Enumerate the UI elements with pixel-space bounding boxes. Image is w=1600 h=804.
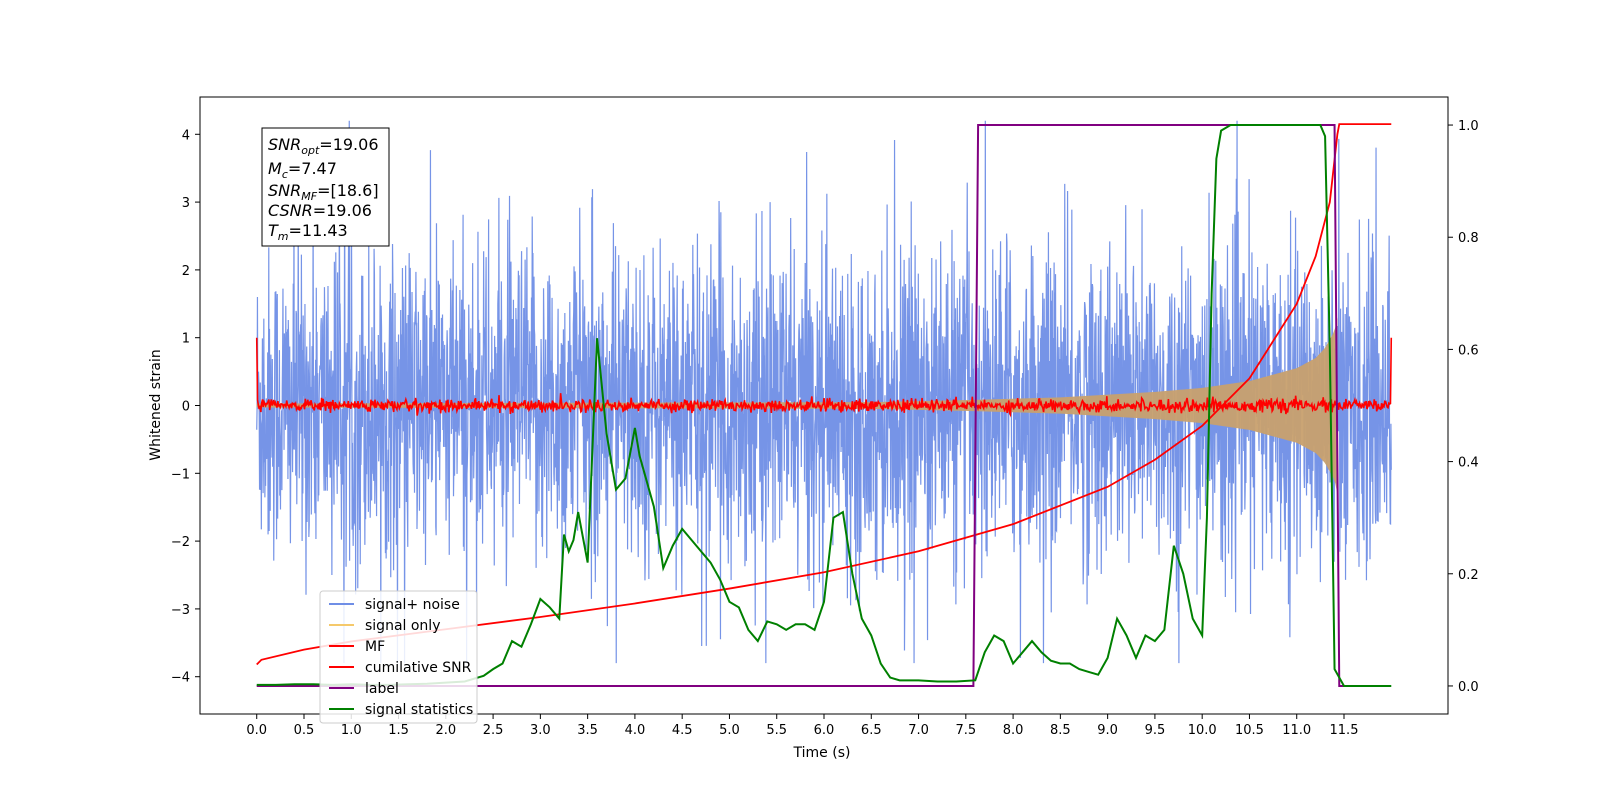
legend: signal+ noise signal only MF cumilative SNR… [319, 590, 478, 724]
series-mf-line [255, 337, 1393, 418]
x-tick-label: 3.5 [577, 723, 598, 738]
annotation-snr-mf-value: =[18.6] [317, 181, 379, 200]
y-tick-label: −2 [171, 535, 190, 550]
annotation-mc-value: =7.47 [288, 159, 337, 178]
y2-tick-label: 0.0 [1458, 680, 1479, 695]
annotation-snr-opt: SNRopt=19.06 [268, 135, 379, 157]
annotation-tm-base: T [268, 221, 279, 240]
x-tick-label: 10.5 [1235, 723, 1264, 738]
x-axis-label: Time (s) [793, 745, 851, 761]
legend-label: signal only [365, 618, 440, 634]
annotation-snr-mf-sub: MF [301, 190, 317, 203]
x-tick-label: 4.0 [625, 723, 646, 738]
annotation-tm-sub: m [278, 230, 289, 243]
legend-label: signal statistics [365, 702, 473, 718]
annotation-csnr-base: CSNR [268, 201, 313, 220]
x-tick-label: 6.0 [814, 723, 835, 738]
y-axis-right: 0.0 0.2 0.4 0.6 0.8 1.0 [1448, 119, 1479, 695]
annotation-snr-mf: SNRMF=[18.6] [268, 181, 379, 203]
series-label-line [256, 124, 1344, 687]
series-signal-noise-line [256, 120, 1392, 664]
x-tick-label: 9.0 [1097, 723, 1118, 738]
x-tick-label: 0.0 [246, 723, 267, 738]
x-tick-label: 11.0 [1282, 723, 1311, 738]
y2-tick-label: 0.8 [1458, 231, 1479, 246]
annotation-snr-opt-value: =19.06 [319, 135, 378, 154]
annotation-snr-mf-base: SNR [268, 181, 301, 200]
x-tick-label: 9.5 [1145, 723, 1166, 738]
x-tick-label: 1.0 [341, 723, 362, 738]
legend-frame [319, 590, 478, 724]
legend-label: cumilative SNR [365, 660, 472, 676]
legend-label: signal+ noise [365, 597, 460, 613]
x-tick-label: 3.0 [530, 723, 551, 738]
annotation-mc: Mc=7.47 [268, 159, 337, 181]
annotation-snr-opt-sub: opt [301, 144, 320, 157]
y-tick-label: −3 [171, 603, 190, 618]
x-tick-label: 7.0 [908, 723, 929, 738]
x-tick-label: 10.0 [1188, 723, 1217, 738]
x-axis: 0.0 0.5 1.0 1.5 2.0 2.5 3.0 3.5 4.0 4.5 5.0 5.5 6.0 6… [246, 714, 1358, 738]
x-tick-label: 0.5 [294, 723, 315, 738]
y-axis-label: Whitened strain [148, 349, 164, 460]
y2-tick-label: 1.0 [1458, 119, 1479, 134]
y-tick-label: 1 [182, 332, 190, 347]
x-tick-label: 4.5 [672, 723, 693, 738]
annotation-tm: Tm=11.43 [268, 221, 348, 243]
x-tick-label: 8.5 [1050, 723, 1071, 738]
annotation-csnr: CSNR=19.06 [268, 201, 372, 220]
series-signal-statistics-line [256, 124, 1392, 687]
legend-label: label [365, 681, 399, 697]
x-tick-label: 5.5 [766, 723, 787, 738]
x-tick-label: 1.5 [388, 723, 409, 738]
x-tick-label: 8.0 [1003, 723, 1024, 738]
annotation-snr-opt-base: SNR [268, 135, 301, 154]
y-tick-label: 4 [182, 128, 190, 143]
annotation-box: SNRopt=19.06 Mc=7.47 SNRMF=[18.6] CSNR=1… [261, 127, 390, 247]
x-tick-label: 5.0 [719, 723, 740, 738]
y-tick-label: 3 [182, 196, 190, 211]
y2-tick-label: 0.2 [1458, 568, 1479, 583]
x-tick-label: 7.5 [955, 723, 976, 738]
annotation-mc-sub: c [282, 168, 288, 181]
y-tick-label: 0 [182, 400, 190, 415]
y2-tick-label: 0.6 [1458, 343, 1479, 358]
annotation-mc-base: M [268, 159, 282, 178]
annotation-frame [261, 127, 390, 247]
annotation-csnr-value: =19.06 [313, 201, 372, 220]
x-tick-label: 2.0 [435, 723, 456, 738]
y2-tick-label: 0.4 [1458, 456, 1479, 471]
legend-label: MF [365, 639, 385, 655]
y-axis-left: −4 −3 −2 −1 0 1 2 3 4 [171, 128, 200, 686]
x-tick-label: 2.5 [483, 723, 504, 738]
x-tick-label: 6.5 [861, 723, 882, 738]
x-tick-label: 11.5 [1330, 723, 1359, 738]
y-tick-label: −1 [171, 467, 190, 482]
y-tick-label: 2 [182, 264, 190, 279]
annotation-tm-value: =11.43 [289, 221, 348, 240]
y-tick-label: −4 [171, 671, 190, 686]
